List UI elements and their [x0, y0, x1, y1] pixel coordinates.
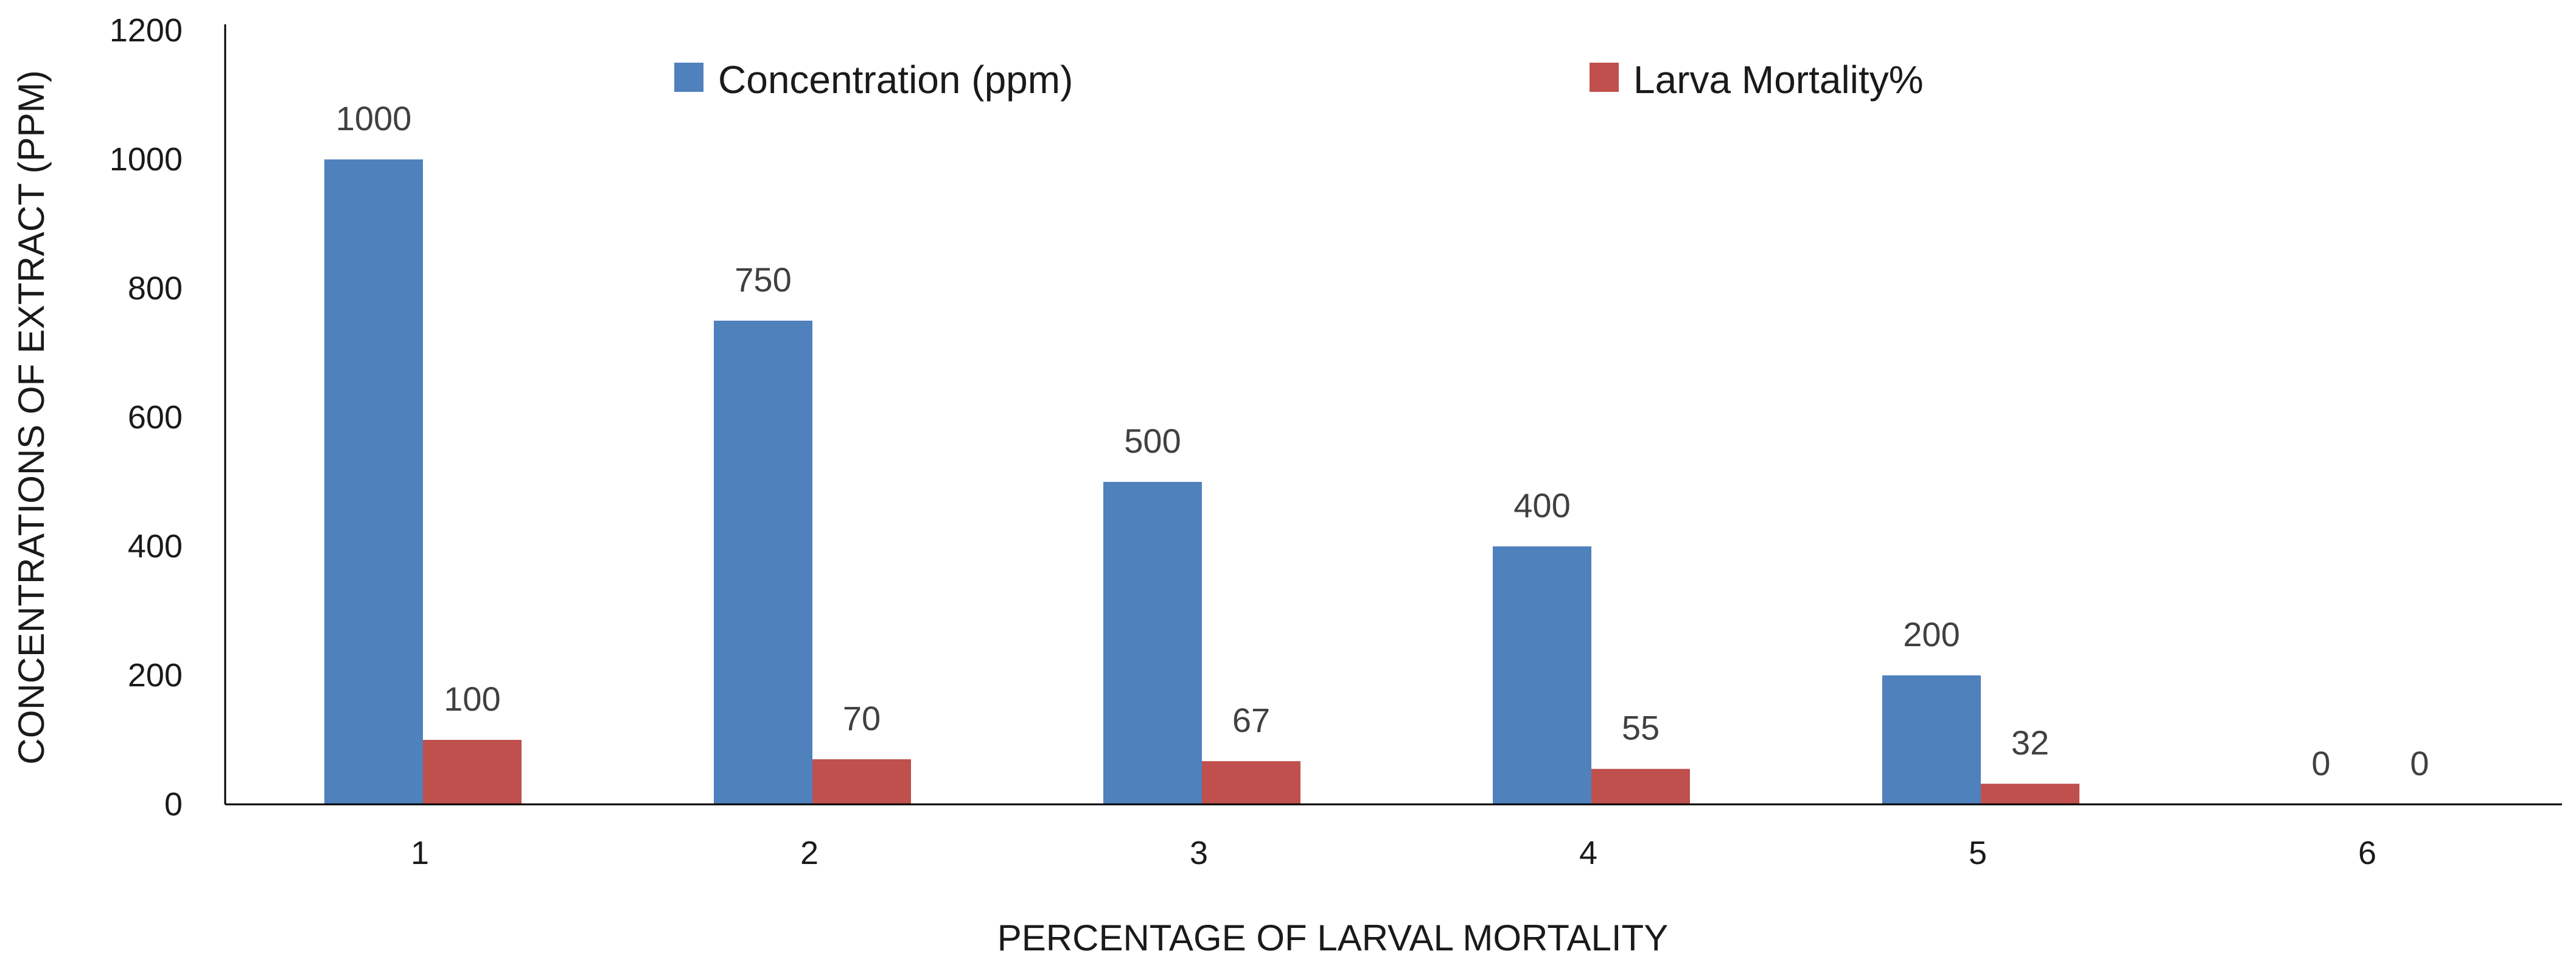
bar-concentration — [1882, 675, 1981, 804]
legend: Concentration (ppm) Larva Mortality% — [674, 58, 1924, 102]
y-tick-label: 1200 — [110, 12, 183, 49]
data-labels: 1000 750 500 400 200 0 100 70 67 55 32 0 — [336, 99, 2429, 782]
legend-label-mortality: Larva Mortality% — [1633, 58, 1924, 102]
y-tick-label: 400 — [128, 528, 183, 565]
bars — [324, 159, 2079, 804]
x-axis-title: PERCENTAGE OF LARVAL MORTALITY — [997, 918, 1668, 958]
x-tick-label: 4 — [1579, 835, 1597, 871]
data-label: 70 — [843, 699, 881, 737]
bar-concentration — [714, 321, 812, 804]
y-tick-label: 200 — [128, 657, 183, 694]
data-label: 500 — [1124, 422, 1181, 460]
x-tick-label: 2 — [800, 835, 819, 871]
data-label: 750 — [735, 260, 791, 299]
y-axis-title: CONCENTRATIONS OF EXTRACT (PPM) — [11, 70, 52, 764]
data-label: 0 — [2311, 744, 2330, 782]
bar-mortality — [1202, 761, 1300, 804]
data-label: 200 — [1903, 615, 1960, 653]
x-tick-label: 1 — [411, 835, 429, 871]
y-tick-label: 600 — [128, 399, 183, 436]
bar-concentration — [1103, 482, 1202, 804]
y-tick-label: 800 — [128, 270, 183, 307]
data-label: 1000 — [336, 99, 412, 138]
data-label: 55 — [1622, 709, 1660, 747]
legend-swatch-mortality — [1590, 63, 1619, 92]
y-tick-label: 1000 — [110, 141, 183, 178]
bar-concentration — [324, 159, 423, 804]
data-label: 100 — [444, 680, 500, 718]
bar-mortality — [1981, 784, 2079, 804]
axes — [224, 24, 2562, 806]
x-tick-label: 6 — [2358, 835, 2376, 871]
data-label: 0 — [2410, 744, 2429, 782]
data-label: 400 — [1513, 486, 1570, 524]
bar-mortality — [1591, 768, 1690, 804]
y-tick-label: 0 — [164, 786, 183, 823]
bar-concentration — [1493, 546, 1591, 804]
data-label: 67 — [1232, 701, 1270, 739]
bar-mortality — [423, 740, 522, 804]
legend-label-concentration: Concentration (ppm) — [718, 58, 1073, 102]
x-axis-ticks: 1 2 3 4 5 6 — [411, 835, 2376, 871]
data-label: 32 — [2011, 723, 2049, 762]
x-tick-label: 3 — [1190, 835, 1208, 871]
y-axis-title-group: CONCENTRATIONS OF EXTRACT (PPM) — [11, 70, 52, 764]
y-axis-ticks: 0 200 400 600 800 1000 1200 — [110, 12, 183, 823]
legend-swatch-concentration — [674, 63, 703, 92]
x-tick-label: 5 — [1969, 835, 1987, 871]
bar-mortality — [812, 759, 911, 804]
